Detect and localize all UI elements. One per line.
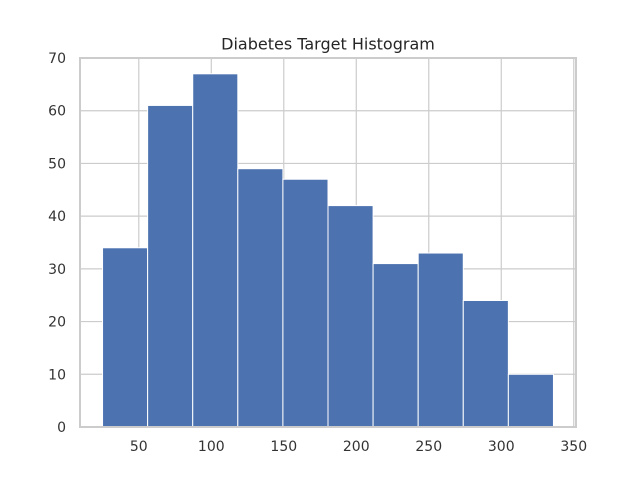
histogram-bar	[282, 178, 329, 428]
x-tick-label: 350	[560, 439, 587, 455]
histogram-bars	[102, 73, 554, 428]
chart-title: Diabetes Target Histogram	[221, 35, 435, 54]
y-tick-label: 10	[48, 367, 66, 383]
y-tick-label: 60	[48, 104, 66, 120]
y-tick-label: 20	[48, 315, 66, 331]
histogram-bar	[237, 168, 284, 428]
y-tick-label: 40	[48, 209, 66, 225]
x-tick-label: 300	[488, 439, 515, 455]
histogram-bar	[507, 373, 554, 428]
y-tick-label: 50	[48, 156, 66, 172]
histogram-bar	[372, 263, 419, 428]
histogram-bar	[462, 299, 509, 428]
x-axis-ticks: 50 100 150 200 250 300 350	[130, 439, 587, 455]
axes-frame	[79, 57, 577, 428]
x-tick-label: 250	[415, 439, 442, 455]
histogram-bar	[327, 205, 374, 428]
y-tick-label: 30	[48, 262, 66, 278]
y-tick-label: 0	[57, 420, 66, 436]
x-tick-label: 200	[343, 439, 370, 455]
x-tick-label: 100	[198, 439, 225, 455]
y-tick-label: 70	[48, 51, 66, 67]
y-axis-ticks: 0 10 20 30 40 50 60 70	[48, 51, 66, 436]
histogram-bar	[192, 73, 239, 428]
x-tick-label: 150	[270, 439, 297, 455]
x-tick-label: 50	[130, 439, 148, 455]
histogram-bar	[102, 247, 149, 428]
histogram-bar	[147, 104, 194, 428]
histogram-bar	[417, 252, 464, 428]
